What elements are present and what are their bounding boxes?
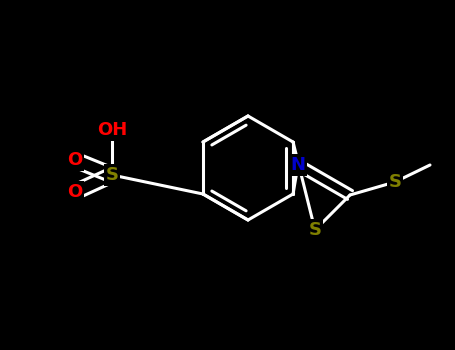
Text: S: S — [106, 166, 118, 184]
Text: O: O — [67, 183, 83, 201]
Text: O: O — [67, 151, 83, 169]
Text: S: S — [308, 221, 322, 239]
Text: N: N — [290, 156, 305, 174]
Text: S: S — [389, 173, 401, 191]
Text: OH: OH — [97, 121, 127, 139]
